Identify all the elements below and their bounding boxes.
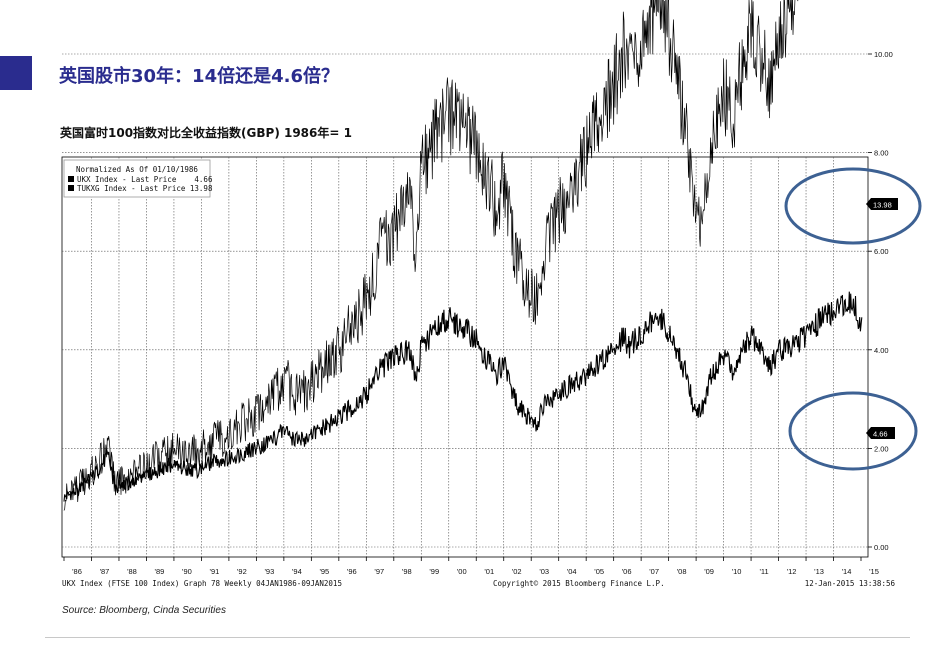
x-tick-label: '11 (759, 567, 768, 576)
x-tick-label: '12 (787, 567, 797, 576)
chart-frame (61, 156, 869, 558)
legend-swatch-tukxg (68, 185, 74, 191)
chart-grid (62, 53, 868, 557)
chart-footer-left: UKX Index (FTSE 100 Index) Graph 78 Week… (62, 579, 342, 588)
last-value-text-tukxg: 13.98 (873, 201, 892, 210)
x-tick-label: '07 (649, 567, 659, 576)
x-tick-label: '13 (814, 567, 824, 576)
x-tick-label: '88 (127, 567, 137, 576)
x-tick-label: '03 (539, 567, 549, 576)
y-tick-label: 4.00 (874, 346, 889, 355)
x-tick-label: '09 (704, 567, 714, 576)
x-tick-label: '89 (155, 567, 165, 576)
series-lines (63, 0, 863, 511)
x-tick-label: '91 (210, 567, 220, 576)
x-tick-label: '05 (594, 567, 604, 576)
x-tick-label: '97 (374, 567, 384, 576)
series-line-ukx (63, 291, 863, 502)
y-tick-label: 10.00 (874, 50, 893, 59)
x-tick-label: '00 (457, 567, 467, 576)
legend-entry-ukx: UKX Index - Last Price 4.66 (77, 175, 213, 184)
last-value-label-tukxg: 13.98 (866, 198, 898, 210)
y-tick-label: 6.00 (874, 247, 889, 256)
x-tick-label: '96 (347, 567, 357, 576)
x-tick-label: '94 (292, 567, 302, 576)
chart-footer-right: 12-Jan-2015 13:38:56 (805, 579, 896, 588)
chart-title: 英国富时100指数对比全收益指数(GBP) 1986年= 1 (60, 126, 352, 140)
x-tick-label: '15 (869, 567, 879, 576)
legend: Normalized As Of 01/10/1986 UKX Index - … (63, 159, 213, 198)
x-tick-label: '98 (402, 567, 412, 576)
highlight-ellipse-total-return-end (784, 167, 922, 245)
y-tick-label: 0.00 (874, 543, 889, 552)
x-tick-label: '14 (842, 567, 852, 576)
x-tick-label: '90 (182, 567, 192, 576)
page-title: 英国股市30年：14倍还是4.6倍？ (59, 66, 339, 87)
x-tick-label: '10 (732, 567, 742, 576)
x-tick-label: '86 (72, 567, 82, 576)
y-tick-label: 2.00 (874, 444, 889, 453)
x-axis: '86 '87 '88 '89 '90 '91 '92 '93 '94 '95 '96 '97 '98 '… (63, 557, 879, 576)
chart: '86 '87 '88 '89 '90 '91 '92 '93 '94 '95 '96 '97 '98 '… (61, 0, 922, 588)
x-tick-label: '02 (512, 567, 522, 576)
x-tick-label: '06 (622, 567, 632, 576)
x-tick-label: '04 (567, 567, 577, 576)
legend-header: Normalized As Of 01/10/1986 (76, 165, 198, 174)
x-tick-label: '93 (264, 567, 274, 576)
legend-swatch-ukx (68, 176, 74, 182)
source-note: Source: Bloomberg, Cinda Securities (62, 605, 226, 616)
x-tick-label: '87 (100, 567, 110, 576)
x-tick-label: '99 (429, 567, 439, 576)
x-tick-label: '01 (484, 567, 494, 576)
title-accent-block (0, 56, 32, 90)
highlight-ellipse-price-end (788, 391, 918, 471)
legend-entry-tukxg: TUKXG Index - Last Price 13.98 (77, 184, 213, 193)
series-line-tukxg (63, 0, 799, 511)
bottom-divider (45, 637, 910, 638)
y-tick-label: 8.00 (874, 149, 889, 158)
last-value-label-ukx: 4.66 (866, 427, 895, 439)
chart-footer-center: Copyright© 2015 Bloomberg Finance L.P. (493, 579, 665, 588)
x-tick-label: '08 (677, 567, 687, 576)
x-tick-label: '95 (319, 567, 329, 576)
x-tick-label: '92 (237, 567, 247, 576)
last-value-text-ukx: 4.66 (873, 430, 888, 439)
